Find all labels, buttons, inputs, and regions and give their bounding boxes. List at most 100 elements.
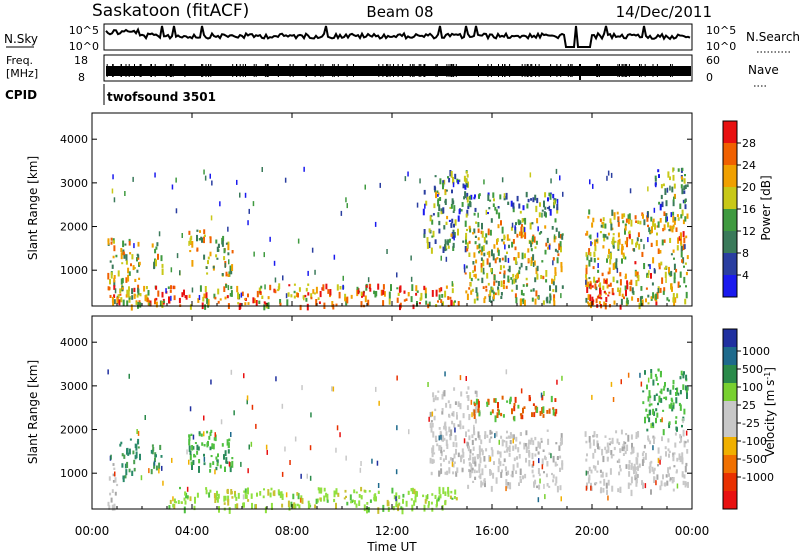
heatmap-cell [277,286,280,291]
heatmap-cell [414,496,417,503]
heatmap-cell [440,450,443,457]
heatmap-cell [439,430,442,438]
heatmap-cell [541,260,544,263]
heatmap-cell [267,489,270,496]
heatmap-cell [163,300,165,303]
heatmap-cell [179,486,181,490]
heatmap-cell [597,460,599,465]
heatmap-cell [610,454,613,459]
heatmap-cell [447,400,450,404]
heatmap-cell [253,298,256,303]
heatmap-cell [467,484,470,489]
heatmap-cell [673,277,676,284]
heatmap-cell [606,236,609,240]
heatmap-cell [526,203,529,209]
heatmap-cell [336,284,339,291]
heatmap-cell [138,261,141,266]
heatmap-cell [442,207,445,214]
colorbar-segment [723,275,737,297]
heatmap-cell [654,178,657,182]
heatmap-cell [139,293,142,297]
heatmap-cell [430,420,433,423]
heatmap-cell [635,435,638,439]
heatmap-cell [443,437,446,441]
heatmap-cell [561,462,564,470]
y-tick-label: 2000 [60,424,88,437]
heatmap-cell [528,460,531,467]
heatmap-cell [299,304,302,311]
heatmap-cell [541,212,543,218]
heatmap-cell [441,294,444,298]
heatmap-cell [364,184,366,190]
heatmap-cell [515,284,518,290]
heatmap-cell [138,277,141,280]
heatmap-cell [492,253,495,261]
heatmap-cell [560,262,563,268]
heatmap-cell [610,252,612,260]
heatmap-cell [113,467,116,470]
heatmap-cell [126,300,129,307]
heatmap-cell [618,290,621,297]
heatmap-cell [304,294,307,298]
heatmap-cell [680,437,683,443]
heatmap-cell [109,260,112,263]
heatmap-cell [673,263,676,270]
heatmap-cell [639,296,642,302]
heatmap-cell [424,293,427,299]
heatmap-cell [447,239,450,246]
heatmap-cell [440,434,443,442]
heatmap-cell [203,229,206,235]
heatmap-cell [599,489,602,494]
heatmap-cell [585,458,588,462]
heatmap-cell [512,206,515,213]
heatmap-cell [463,175,466,182]
heatmap-cell [585,267,588,275]
heatmap-cell [547,246,550,250]
heatmap-cell [675,469,678,473]
heatmap-cell [621,246,624,250]
heatmap-cell [545,279,548,283]
heatmap-cell [551,278,553,284]
heatmap-cell [438,220,441,226]
heatmap-cell [119,288,122,294]
heatmap-cell [663,211,666,216]
heatmap-cell [340,210,343,216]
heatmap-cell [126,461,129,468]
heatmap-cell [215,466,218,471]
heatmap-cell [553,300,556,307]
heatmap-cell [170,267,173,273]
heatmap-cell [632,466,635,471]
heatmap-cell [208,435,211,440]
heatmap-cell [525,266,528,271]
heatmap-cell [658,262,661,267]
heatmap-cell [562,191,564,197]
heatmap-cell [670,402,673,409]
heatmap-cell [463,264,466,270]
heatmap-cell [452,182,455,188]
heatmap-cell [600,474,603,478]
heatmap-cell [205,266,208,269]
heatmap-cell [483,478,486,484]
heatmap-cell [263,252,265,258]
heatmap-cell [647,294,650,298]
heatmap-cell [653,436,656,440]
heatmap-cell [128,299,131,303]
heatmap-cell [440,287,443,292]
heatmap-cell [616,267,619,273]
heatmap-cell [506,485,509,489]
heatmap-cell [480,230,483,235]
heatmap-cell [621,243,624,250]
heatmap-cell [177,500,180,504]
heatmap-cell [559,441,562,446]
heatmap-cell [297,238,300,244]
heatmap-cell [146,297,149,302]
heatmap-cell [198,295,201,300]
heatmap-cell [126,289,129,295]
heatmap-cell [592,183,594,189]
noise-right-label: N.Search [746,30,800,44]
heatmap-cell [535,240,538,245]
heatmap-cell [487,282,490,286]
heatmap-cell [637,465,639,471]
